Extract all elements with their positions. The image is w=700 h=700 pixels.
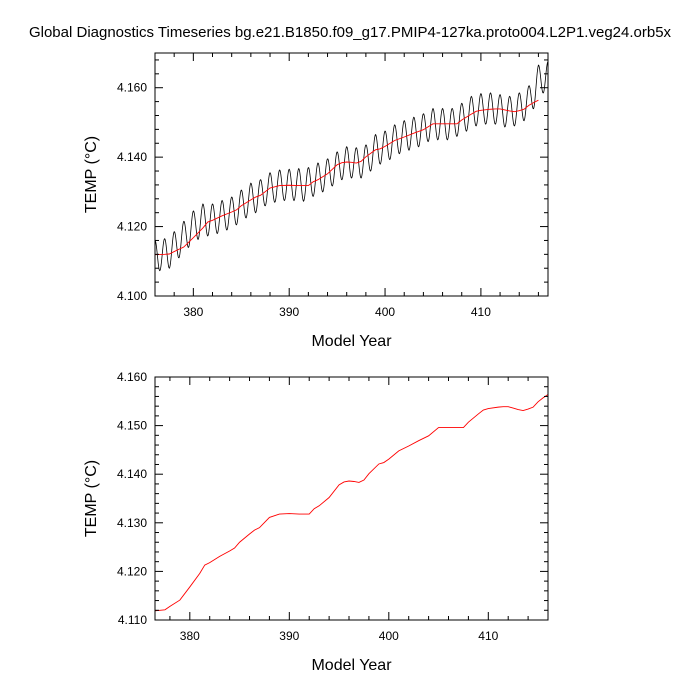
bottom-x-tick-label: 380 <box>180 629 200 643</box>
bottom-y-tick-label: 4.130 <box>117 516 147 530</box>
top-x-tick-label: 410 <box>471 305 491 319</box>
top-x-tick-label: 390 <box>279 305 299 319</box>
top-panel: 380 390 400 410 4.100 4.120 4.140 4.160 Model Ye… <box>83 52 549 350</box>
bottom-plot-frame <box>154 376 549 621</box>
top-y-tick-label: 4.120 <box>117 220 147 234</box>
top-x-axis-label: Model Year <box>311 333 392 350</box>
top-y-axis-label: TEMP (°C) <box>83 136 100 213</box>
bottom-x-tick-label: 400 <box>379 629 399 643</box>
bottom-y-tick-label: 4.110 <box>118 613 147 627</box>
top-y-tick-label: 4.160 <box>117 81 147 95</box>
bottom-y-tick-label: 4.120 <box>117 564 147 578</box>
bottom-series-smoothed-line <box>155 394 548 612</box>
bottom-y-tick-label: 4.150 <box>117 419 147 433</box>
bottom-panel: 380 390 400 410 4.110 4.120 4.130 4.140 4.150 4.1… <box>83 370 549 674</box>
top-y-tick-label: 4.140 <box>117 150 147 164</box>
top-x-tick-label: 380 <box>183 305 203 319</box>
top-plot-frame <box>154 52 549 297</box>
top-series-smoothed-line <box>155 99 539 256</box>
top-x-tick-label: 400 <box>375 305 395 319</box>
chart-title: Global Diagnostics Timeseries bg.e21.B18… <box>28 24 672 41</box>
top-series-monthly-line <box>155 61 548 272</box>
bottom-x-axis-label: Model Year <box>311 657 392 674</box>
bottom-x-tick-label: 390 <box>279 629 299 643</box>
bottom-x-tick-label: 410 <box>478 629 498 643</box>
top-y-tick-label: 4.100 <box>117 289 147 303</box>
bottom-y-axis-label: TEMP (°C) <box>83 460 100 537</box>
bottom-y-tick-label: 4.140 <box>117 467 147 481</box>
bottom-y-tick-label: 4.160 <box>117 370 147 384</box>
